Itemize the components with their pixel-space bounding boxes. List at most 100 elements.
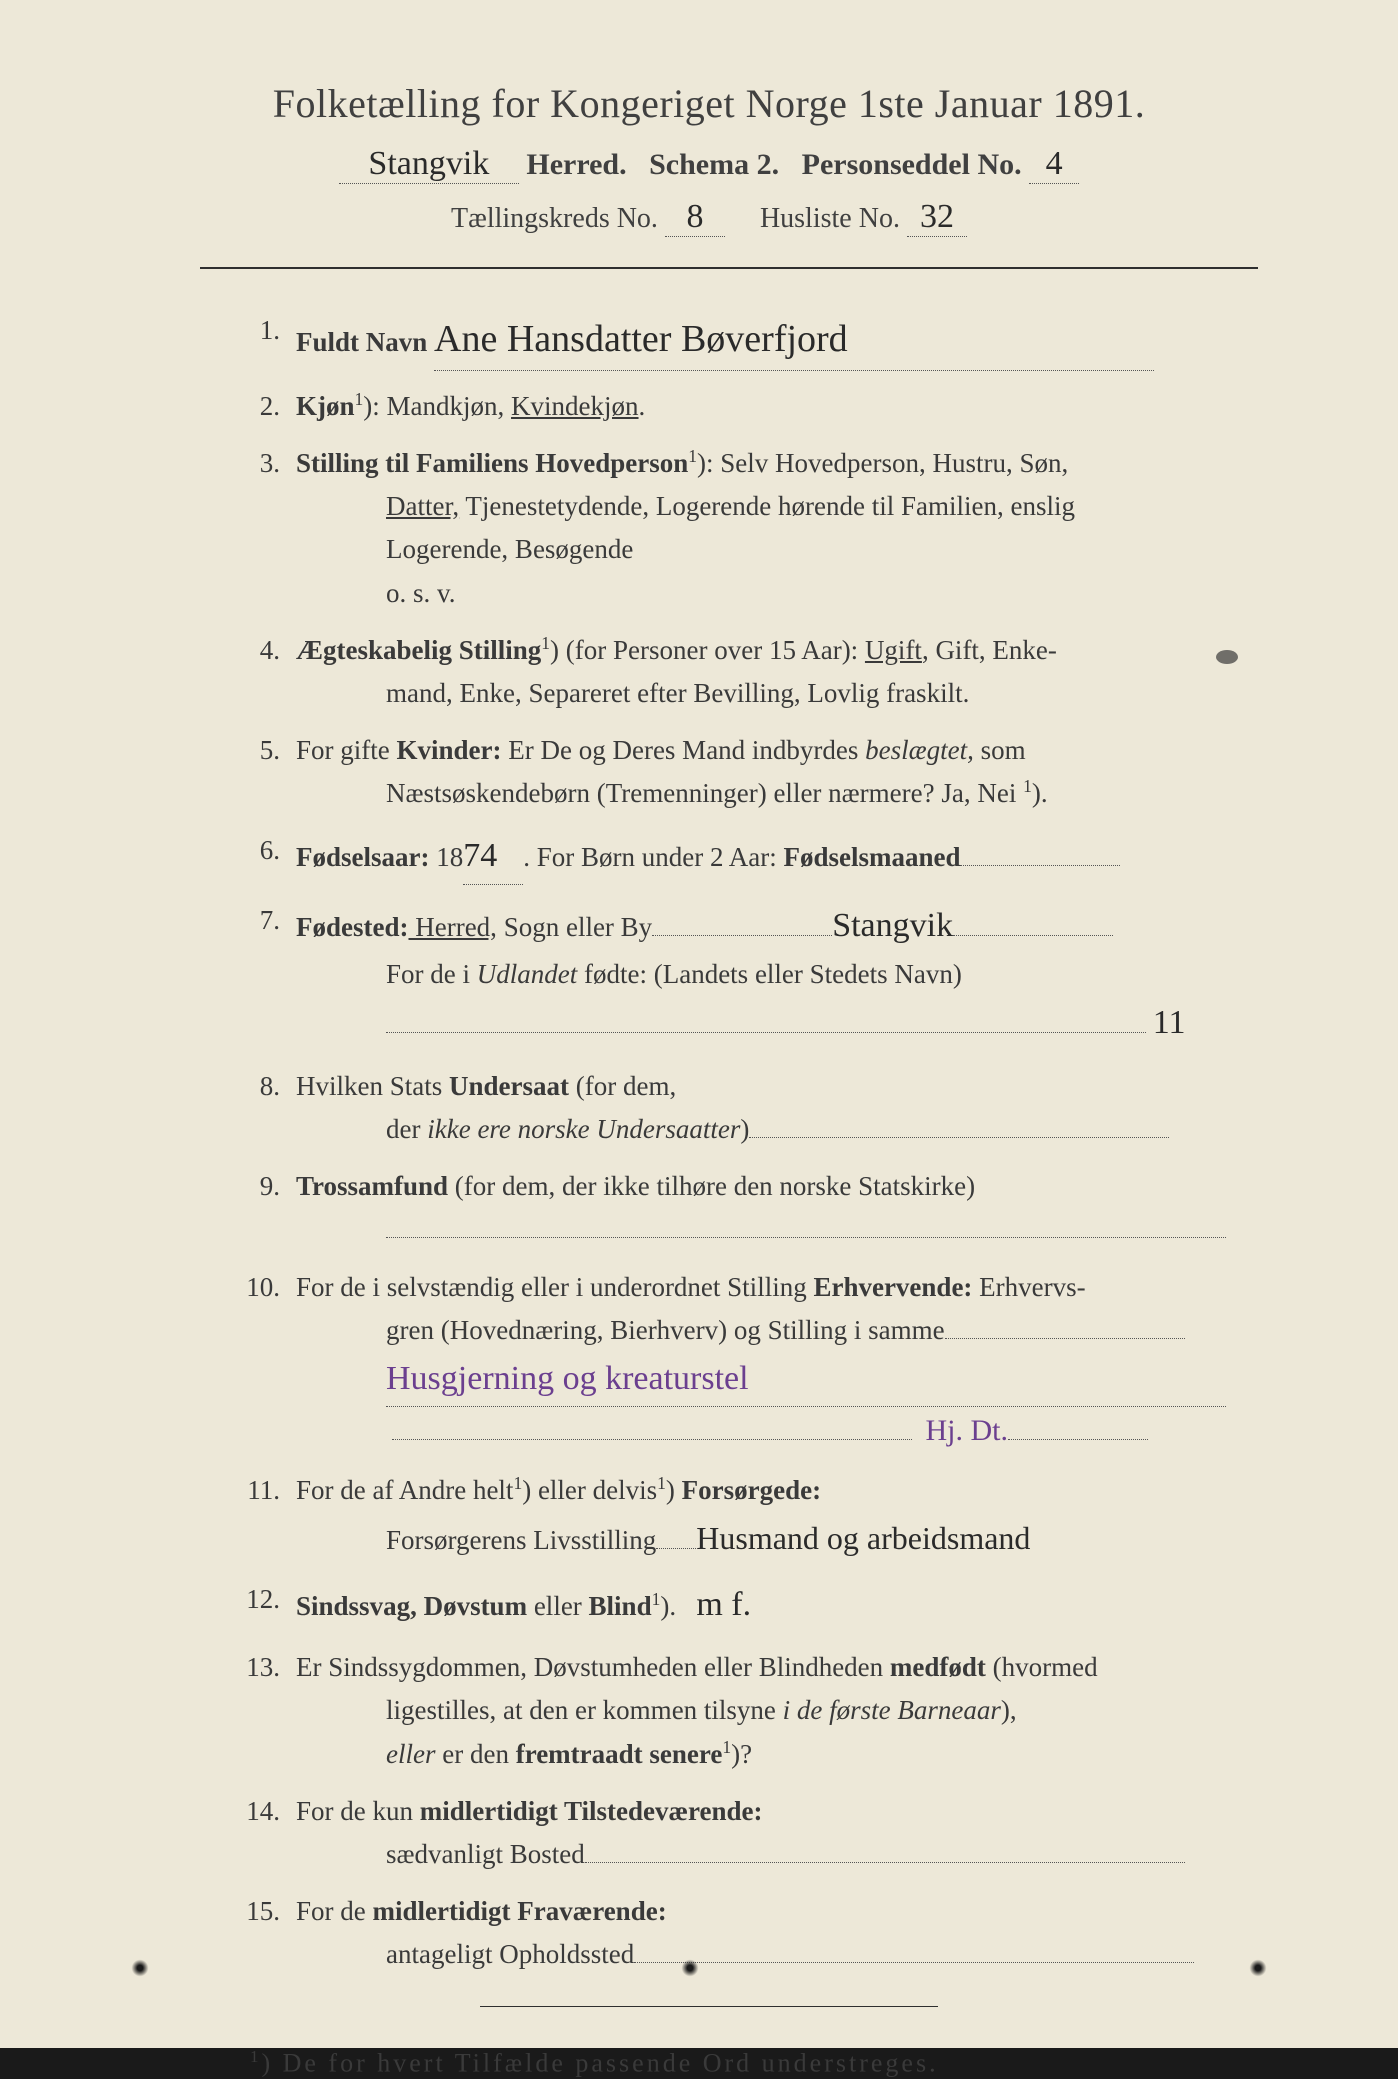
field-label: Erhvervende: bbox=[813, 1272, 972, 1302]
item-number: 10. bbox=[220, 1266, 296, 1309]
item-content: Hvilken Stats Undersaat (for dem, der ik… bbox=[296, 1065, 1268, 1151]
header-line-3: Tællingskreds No. 8 Husliste No. 32 bbox=[140, 198, 1278, 237]
blank-field bbox=[749, 1137, 1169, 1138]
text: For de af Andre helt bbox=[296, 1475, 513, 1505]
field-label: Fødselsaar: bbox=[296, 842, 429, 872]
item-2: 2. Kjøn1): Mandkjøn, Kvindekjøn. bbox=[220, 385, 1268, 428]
header-line-2: Stangvik Herred. Schema 2. Personseddel … bbox=[140, 145, 1278, 184]
text: sædvanligt Bosted bbox=[386, 1839, 585, 1869]
text: ). bbox=[660, 1591, 676, 1621]
text: ) bbox=[740, 1114, 749, 1144]
field-label: Stilling til Familiens Hovedperson bbox=[296, 448, 688, 478]
footnote-ref: 1 bbox=[722, 1737, 731, 1757]
item-6: 6. Fødselsaar: 1874 . For Børn under 2 Aa… bbox=[220, 829, 1268, 884]
text: ). bbox=[1032, 778, 1048, 808]
header-rule bbox=[200, 267, 1258, 269]
husliste-no: 32 bbox=[920, 198, 954, 235]
item-number: 6. bbox=[220, 829, 296, 872]
blank-field bbox=[953, 935, 1113, 936]
item-10: 10. For de i selvstændig eller i underor… bbox=[220, 1266, 1268, 1456]
selected-option: Kvindekjøn bbox=[511, 391, 639, 421]
annotation-value: m f. bbox=[696, 1586, 751, 1623]
text: ): Selv Hovedperson, Hustru, Søn, bbox=[697, 448, 1068, 478]
field-label: Ægteskabelig Stilling bbox=[296, 635, 541, 665]
footnote-rule bbox=[480, 2006, 938, 2007]
item-11: 11. For de af Andre helt1) eller delvis1… bbox=[220, 1469, 1268, 1563]
year-value: 74 bbox=[463, 837, 497, 874]
personseddel-no: 4 bbox=[1046, 145, 1063, 182]
field-label: Sindssvag, Døvstum bbox=[296, 1591, 527, 1621]
field-label: Blind bbox=[589, 1591, 652, 1621]
text: For de kun bbox=[296, 1796, 420, 1826]
text: mand, Enke, Separeret efter Bevilling, L… bbox=[296, 672, 1268, 715]
herred-value: Stangvik bbox=[368, 145, 489, 182]
item-3: 3. Stilling til Familiens Hovedperson1):… bbox=[220, 442, 1268, 615]
blank-field bbox=[392, 1439, 912, 1440]
binding-mark-icon bbox=[130, 1958, 150, 1978]
item-number: 13. bbox=[220, 1646, 296, 1689]
blank-field bbox=[652, 935, 832, 936]
blank-field bbox=[386, 1237, 1226, 1238]
item-content: For de af Andre helt1) eller delvis1) Fo… bbox=[296, 1469, 1268, 1563]
item-content: Fuldt Navn Ane Hansdatter Bøverfjord bbox=[296, 309, 1268, 371]
text: (for dem, bbox=[569, 1071, 676, 1101]
text: Er Sindssygdommen, Døvstumheden eller Bl… bbox=[296, 1652, 890, 1682]
personseddel-label: Personseddel No. bbox=[802, 148, 1022, 181]
item-4: 4. Ægteskabelig Stilling1) (for Personer… bbox=[220, 629, 1268, 715]
occupation-value: Husgjerning og kreaturstel bbox=[386, 1360, 749, 1397]
field-label: midlertidigt Tilstedeværende: bbox=[420, 1796, 763, 1826]
birthplace-value: Stangvik bbox=[832, 907, 953, 944]
item-content: Kjøn1): Mandkjøn, Kvindekjøn. bbox=[296, 385, 1268, 428]
margin-mark: 11 bbox=[1153, 1004, 1186, 1041]
item-number: 8. bbox=[220, 1065, 296, 1108]
census-form-page: Folketælling for Kongeriget Norge 1ste J… bbox=[0, 0, 1398, 2048]
text: ligestilles, at den er kommen tilsyne bbox=[386, 1695, 783, 1725]
item-7: 7. Fødested: Herred, Sogn eller ByStangv… bbox=[220, 899, 1268, 1051]
field-label: Undersaat bbox=[449, 1071, 569, 1101]
footnote-ref: 1 bbox=[1023, 776, 1032, 796]
text: Tjenestetydende, Logerende hørende til F… bbox=[459, 491, 1075, 521]
text: )? bbox=[731, 1739, 752, 1769]
item-number: 11. bbox=[220, 1469, 296, 1512]
item-content: Er Sindssygdommen, Døvstumheden eller Bl… bbox=[296, 1646, 1268, 1776]
text: o. s. v. bbox=[296, 572, 1268, 615]
item-number: 5. bbox=[220, 729, 296, 772]
field-label: Fuldt Navn bbox=[296, 327, 427, 357]
text: For gifte bbox=[296, 735, 397, 765]
field-label: Kjøn bbox=[296, 391, 355, 421]
text: Hvilken Stats bbox=[296, 1071, 449, 1101]
item-9: 9. Trossamfund (for dem, der ikke tilhør… bbox=[220, 1165, 1268, 1251]
form-title: Folketælling for Kongeriget Norge 1ste J… bbox=[140, 80, 1278, 127]
blank-field bbox=[1008, 1439, 1148, 1440]
name-value: Ane Hansdatter Bøverfjord bbox=[434, 318, 848, 360]
item-15: 15. For de midlertidigt Fraværende: anta… bbox=[220, 1890, 1268, 1976]
footnote-marker: 1 bbox=[250, 2047, 261, 2066]
footnote-ref: 1 bbox=[541, 633, 550, 653]
text: . For Børn under 2 Aar: bbox=[523, 842, 783, 872]
text: , Gift, Enke- bbox=[922, 635, 1057, 665]
text: som bbox=[974, 735, 1026, 765]
text: der bbox=[386, 1114, 427, 1144]
text-italic: ikke ere norske Undersaatter bbox=[427, 1114, 740, 1144]
tkreds-no: 8 bbox=[686, 198, 703, 235]
field-label: Trossamfund bbox=[296, 1171, 448, 1201]
item-content: For de i selvstændig eller i underordnet… bbox=[296, 1266, 1268, 1456]
text: Er De og Deres Mand indbyrdes bbox=[502, 735, 866, 765]
item-content: Ægteskabelig Stilling1) (for Personer ov… bbox=[296, 629, 1268, 715]
blank-field bbox=[386, 1032, 1146, 1033]
text: ) (for Personer over 15 Aar): bbox=[550, 635, 865, 665]
field-label: Fødested: bbox=[296, 912, 408, 942]
text: 18 bbox=[429, 842, 463, 872]
text: eller bbox=[527, 1591, 588, 1621]
ink-smudge bbox=[1216, 650, 1238, 664]
item-13: 13. Er Sindssygdommen, Døvstumheden elle… bbox=[220, 1646, 1268, 1776]
blank-field bbox=[634, 1962, 1194, 1963]
selected-option: Herred, bbox=[408, 912, 496, 942]
schema-label: Schema 2. bbox=[649, 148, 779, 181]
tkreds-label: Tællingskreds No. bbox=[451, 203, 658, 234]
blank-field bbox=[960, 865, 1120, 866]
item-number: 15. bbox=[220, 1890, 296, 1933]
item-number: 9. bbox=[220, 1165, 296, 1208]
text: (hvormed bbox=[986, 1652, 1098, 1682]
text-italic: beslægtet, bbox=[865, 735, 974, 765]
